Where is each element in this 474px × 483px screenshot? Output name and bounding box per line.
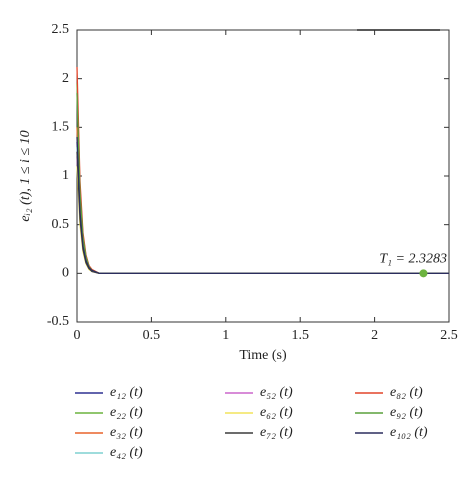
y-tick-label: 1 bbox=[62, 168, 69, 183]
x-axis-label: Time (s) bbox=[239, 348, 287, 363]
x-tick-label: 1 bbox=[222, 328, 229, 343]
annotation-label: T₁ = 2.3283 bbox=[379, 252, 447, 267]
y-axis-label: eᵢ₂ (t), 1 ≤ i ≤ 10 bbox=[18, 130, 33, 221]
legend-label: e₉₂ (t) bbox=[390, 405, 423, 420]
legend-label: e₆₂ (t) bbox=[260, 405, 293, 420]
y-tick-label: 1.5 bbox=[52, 120, 70, 135]
x-tick-label: 0 bbox=[74, 328, 81, 343]
legend-label: e₁₀₂ (t) bbox=[390, 425, 428, 440]
legend-label: e₅₂ (t) bbox=[260, 385, 293, 400]
legend-label: e₁₂ (t) bbox=[110, 385, 143, 400]
y-tick-label: 2 bbox=[62, 71, 69, 86]
x-tick-label: 0.5 bbox=[143, 328, 161, 343]
legend-label: e₈₂ (t) bbox=[390, 385, 423, 400]
y-tick-label: 0.5 bbox=[52, 217, 70, 232]
series-line bbox=[76, 83, 449, 274]
y-tick-label: 0 bbox=[62, 266, 69, 281]
annotation-point bbox=[419, 269, 428, 278]
series-line bbox=[76, 93, 449, 274]
legend-label: e₄₂ (t) bbox=[110, 445, 143, 460]
y-tick-label: 2.5 bbox=[52, 22, 70, 37]
series-line bbox=[76, 137, 449, 274]
x-tick-label: 1.5 bbox=[291, 328, 309, 343]
series-line bbox=[76, 66, 449, 274]
y-tick-label: -0.5 bbox=[47, 314, 69, 329]
legend-label: e₂₂ (t) bbox=[110, 405, 143, 420]
x-tick-label: 2 bbox=[371, 328, 378, 343]
legend-label: e₇₂ (t) bbox=[260, 425, 293, 440]
legend-label: e₃₂ (t) bbox=[110, 425, 143, 440]
x-tick-label: 2.5 bbox=[440, 328, 458, 343]
plot-frame bbox=[76, 29, 450, 323]
